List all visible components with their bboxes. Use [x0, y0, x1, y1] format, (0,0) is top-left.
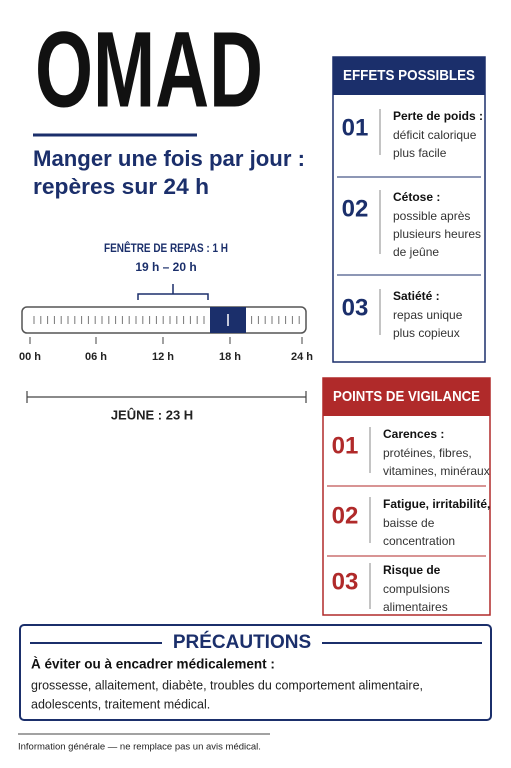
item-text: protéines, fibres,	[383, 446, 472, 460]
precautions-title: PRÉCAUTIONS	[173, 631, 311, 653]
precautions-lead: À éviter ou à encadrer médicalement :	[31, 657, 275, 672]
effects-header	[333, 57, 485, 95]
main-title: OMAD	[35, 9, 263, 130]
item-text: alimentaires	[383, 600, 448, 614]
item-title: Cétose :	[393, 190, 440, 204]
item-number: 03	[342, 294, 369, 321]
item-text: concentration	[383, 534, 455, 548]
precautions-box	[19, 624, 492, 721]
item-text: plus copieux	[393, 326, 460, 340]
item-number: 01	[332, 432, 359, 459]
item-number: 02	[332, 502, 359, 529]
hour-label: 18 h	[219, 351, 241, 363]
item-text: repas unique	[393, 308, 463, 322]
item-text: de jeûne	[393, 245, 439, 259]
effects-box	[332, 56, 486, 363]
item-text: plusieurs heures	[393, 227, 481, 241]
vigilance-box	[322, 377, 491, 616]
day-bar	[21, 306, 307, 334]
item-text: déficit calorique	[393, 128, 477, 142]
item-title: Risque de	[383, 563, 441, 577]
item-title: Fatigue, irritabilité,	[383, 497, 490, 511]
item-number: 03	[332, 568, 359, 595]
vigilance-header	[323, 378, 490, 416]
hour-label: 12 h	[152, 351, 174, 363]
window-bracket	[137, 284, 209, 300]
box-title: EFFETS POSSIBLES	[343, 67, 475, 84]
hour-label: 00 h	[19, 351, 41, 363]
window-time: 19 h – 20 h	[135, 260, 196, 274]
item-text: plus facile	[393, 146, 447, 160]
item-text: compulsions	[383, 582, 450, 596]
item-text: baisse de	[383, 516, 435, 530]
item-number: 01	[342, 114, 369, 141]
item-title: Satiété :	[393, 289, 440, 303]
box-title: POINTS DE VIGILANCE	[333, 388, 480, 405]
precautions-text: grossesse, allaitement, diabète, trouble…	[31, 678, 423, 692]
item-text: possible après	[393, 209, 470, 223]
subtitle: Manger une fois par jour :	[33, 146, 305, 171]
fasting-label: JEÛNE : 23 H	[111, 407, 193, 422]
item-title: Perte de poids :	[393, 109, 483, 123]
item-title: Carences :	[383, 427, 444, 441]
footer: Information générale — ne remplace pas u…	[18, 742, 261, 753]
item-text: vitamines, minéraux	[383, 464, 490, 478]
precautions-text: adolescents, traitement médical.	[31, 697, 210, 711]
hour-label: 06 h	[85, 351, 107, 363]
window-label: FENÊTRE DE REPAS : 1 H	[104, 240, 228, 255]
subtitle: repères sur 24 h	[33, 174, 209, 199]
item-number: 02	[342, 195, 369, 222]
fasting-span	[26, 391, 307, 403]
hour-label: 24 h	[291, 351, 313, 363]
